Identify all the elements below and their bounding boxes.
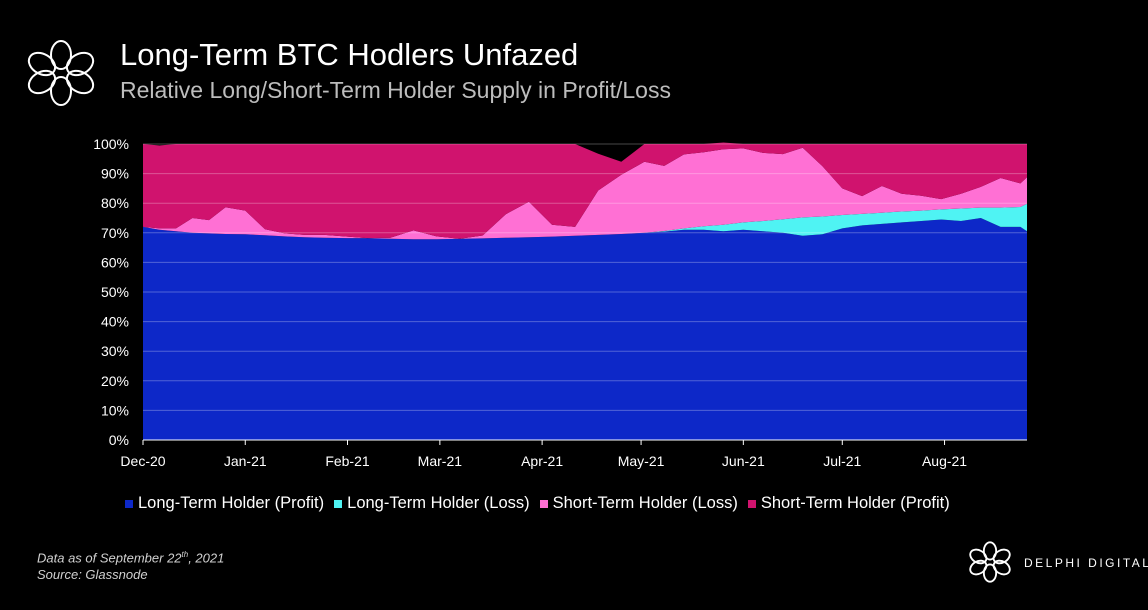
x-tick-label: Jun-21 <box>722 453 765 469</box>
y-axis-tick-labels: 0% 10% 20% 30% 40% 50% 60% 70% 80% 90% 100% <box>93 136 129 448</box>
x-tick-label: Apr-21 <box>521 453 563 469</box>
legend-swatch <box>125 499 133 508</box>
legend-label: Short-Term Holder (Loss) <box>552 494 738 512</box>
y-tick-label: 20% <box>101 373 129 389</box>
legend-item-lth-profit: Long-Term Holder (Profit) <box>125 494 324 513</box>
y-tick-label: 60% <box>101 254 129 270</box>
page-subtitle: Relative Long/Short-Term Holder Supply i… <box>120 77 671 103</box>
page-title: Long-Term BTC Hodlers Unfazed <box>120 37 579 72</box>
x-tick-label: Mar-21 <box>418 453 463 469</box>
area-short-term-holder-loss <box>143 147 1027 240</box>
data-date-note: Data as of September 22th, 2021 <box>37 550 225 566</box>
y-tick-label: 80% <box>101 195 129 211</box>
x-tick-label: Jan-21 <box>224 453 267 469</box>
y-tick-label: 40% <box>101 314 129 330</box>
area-short-term-holder-profit <box>143 142 1027 239</box>
x-tick-label: Dec-20 <box>120 453 165 469</box>
gridlines <box>143 143 1027 411</box>
y-tick-label: 70% <box>101 225 129 241</box>
chart-legend: Long-Term Holder (Profit) Long-Term Hold… <box>125 494 960 513</box>
y-tick-label: 0% <box>109 432 129 448</box>
y-tick-label: 50% <box>101 284 129 300</box>
y-tick-label: 10% <box>101 402 129 418</box>
legend-item-lth-loss: Long-Term Holder (Loss) <box>334 494 530 513</box>
legend-label: Long-Term Holder (Loss) <box>347 494 530 512</box>
delphi-digital-logo-icon <box>969 541 1011 583</box>
y-tick-label: 30% <box>101 343 129 359</box>
source-note: Source: Glassnode <box>37 567 148 583</box>
x-axis: Dec-20 Jan-21 Feb-21 Mar-21 Apr-21 May-21 Jun-… <box>120 439 1027 469</box>
legend-item-sth-profit: Short-Term Holder (Profit) <box>747 494 950 513</box>
x-tick-label: May-21 <box>618 453 665 469</box>
legend-item-sth-loss: Short-Term Holder (Loss) <box>539 494 738 513</box>
x-tick-label: Jul-21 <box>823 453 861 469</box>
area-long-term-holder-loss <box>143 203 1027 240</box>
legend-label: Short-Term Holder (Profit) <box>760 494 950 512</box>
x-tick-label: Aug-21 <box>922 453 967 469</box>
delphi-logo-icon <box>27 40 95 106</box>
legend-swatch <box>334 499 343 508</box>
legend-swatch <box>747 499 756 508</box>
y-tick-label: 90% <box>101 166 129 182</box>
y-tick-label: 100% <box>93 136 129 152</box>
series-areas <box>143 142 1027 440</box>
legend-label: Long-Term Holder (Profit) <box>138 494 325 512</box>
x-tick-label: Feb-21 <box>325 453 370 469</box>
footnote: Data as of September 22th, 2021 Source: … <box>37 546 224 583</box>
legend-swatch <box>539 499 548 508</box>
brand-name: DELPHI DIGITAL <box>1024 556 1148 570</box>
area-long-term-holder-profit <box>143 218 1027 440</box>
